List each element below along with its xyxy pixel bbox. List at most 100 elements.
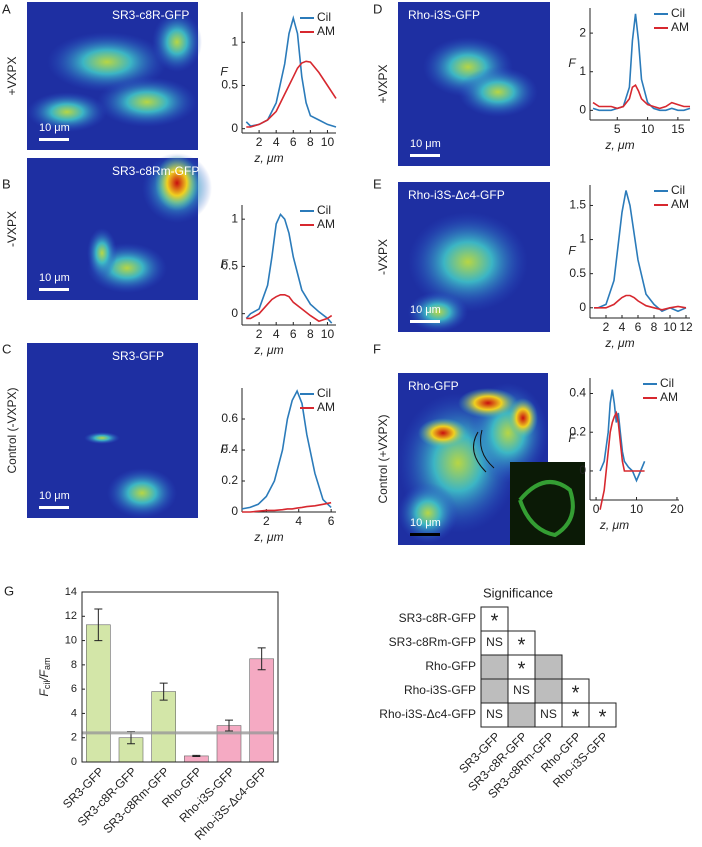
y-tick-label: 2 bbox=[71, 732, 77, 744]
row-label: Rho-i3S-GFP bbox=[404, 683, 476, 697]
y-tick-label: 12 bbox=[65, 610, 77, 622]
legend-label: Cil bbox=[671, 6, 685, 20]
x-tick-label: 10 bbox=[630, 502, 644, 516]
x-tick-label: 10 bbox=[321, 135, 335, 149]
y-tick-label: 4 bbox=[71, 707, 77, 719]
legend-label: AM bbox=[317, 217, 335, 231]
x-tick-label: 2 bbox=[263, 514, 270, 528]
x-tick-label: 20 bbox=[670, 502, 684, 516]
cell-signal bbox=[87, 228, 117, 278]
cell-signal bbox=[398, 483, 458, 543]
condition-label: +VXPX bbox=[5, 56, 19, 95]
scale-bar bbox=[410, 533, 440, 536]
x-axis-label: z, μm bbox=[253, 151, 283, 165]
bar bbox=[151, 691, 176, 763]
error-bar bbox=[192, 754, 201, 758]
scale-bar bbox=[39, 506, 69, 509]
inset-signal bbox=[518, 480, 575, 538]
cell bbox=[480, 702, 509, 728]
cell-value: NS bbox=[486, 635, 503, 649]
cell-signal bbox=[47, 32, 167, 92]
series-line bbox=[246, 60, 337, 128]
y-tick-label: 0.4 bbox=[221, 442, 238, 456]
y-tick-label: 0 bbox=[579, 463, 586, 477]
image-label: Rho-i3S-GFP bbox=[408, 8, 480, 22]
y-tick-label: 0 bbox=[71, 756, 77, 768]
cell-signal bbox=[408, 212, 528, 312]
y-tick-label: 0 bbox=[579, 300, 586, 314]
cell-value: NS bbox=[540, 707, 557, 721]
legend-label: AM bbox=[660, 390, 678, 404]
x-tick-label: 10 bbox=[663, 320, 677, 334]
x-tick-label: 10 bbox=[641, 122, 655, 136]
error-bar bbox=[257, 647, 266, 671]
y-tick-label: 0.4 bbox=[569, 386, 586, 400]
scale-bar bbox=[39, 288, 69, 291]
cell-value: NS bbox=[486, 707, 503, 721]
condition-label: +VXPX bbox=[376, 64, 390, 103]
scale-bar-label: 10 μm bbox=[39, 490, 70, 502]
cell bbox=[480, 654, 509, 680]
x-tick-label: 15 bbox=[671, 122, 685, 136]
cell bbox=[534, 654, 563, 680]
x-tick-label: 4 bbox=[619, 320, 626, 334]
y-axis-label: F bbox=[220, 257, 228, 271]
y-tick-label: 1 bbox=[579, 232, 586, 246]
cell bbox=[480, 630, 509, 656]
x-tick-label: 2 bbox=[256, 135, 263, 149]
y-tick-label: 0 bbox=[231, 504, 238, 518]
table-title: Significance bbox=[483, 585, 553, 600]
y-axis-label-part: /F bbox=[37, 669, 51, 681]
cell-value: * bbox=[518, 634, 526, 656]
plot-frame bbox=[81, 591, 279, 763]
image-label: SR3-GFP bbox=[112, 349, 164, 363]
condition-label: Control (-VXPX) bbox=[5, 387, 19, 473]
x-tick-label: 8 bbox=[307, 135, 314, 149]
cell bbox=[561, 702, 590, 728]
series-line bbox=[242, 501, 332, 513]
panel-letter: A bbox=[2, 1, 11, 16]
legend-label: Cil bbox=[660, 376, 674, 390]
x-tick-label: 2 bbox=[603, 320, 610, 334]
scale-bar-label: 10 μm bbox=[39, 122, 70, 134]
scale-bar-label: 10 μm bbox=[410, 138, 441, 150]
cell-value: * bbox=[599, 706, 607, 728]
hot-signal bbox=[458, 388, 518, 418]
cell bbox=[534, 678, 563, 704]
panel-letter: F bbox=[373, 341, 381, 356]
y-tick-label: 0.2 bbox=[569, 424, 586, 438]
series-line bbox=[599, 389, 646, 483]
y-axis-label-part: F bbox=[37, 689, 51, 697]
cell bbox=[507, 654, 536, 680]
y-tick-label: 0.6 bbox=[221, 411, 238, 425]
series-line bbox=[594, 294, 687, 311]
x-tick-label: 0 bbox=[593, 502, 600, 516]
cell-value: * bbox=[491, 610, 499, 632]
condition-label: -VXPX bbox=[376, 239, 390, 275]
x-tick-label: 8 bbox=[307, 327, 314, 341]
y-axis-label-part: cil bbox=[42, 681, 52, 690]
error-bar bbox=[225, 719, 233, 732]
x-tick-label: 6 bbox=[328, 514, 335, 528]
y-axis-label: F bbox=[220, 442, 228, 456]
panel-letter: G bbox=[4, 583, 14, 598]
row-label: Rho-i3S-Δc4-GFP bbox=[379, 707, 476, 721]
x-tick-label: 4 bbox=[273, 327, 280, 341]
legend-label: AM bbox=[317, 400, 335, 414]
y-axis-label: F bbox=[220, 65, 228, 79]
scale-bar bbox=[410, 154, 440, 157]
y-axis-label-part: am bbox=[42, 657, 52, 670]
series-line bbox=[245, 212, 333, 324]
cell-signal bbox=[97, 77, 197, 127]
trace bbox=[473, 429, 495, 473]
cell-value: * bbox=[572, 706, 580, 728]
condition-label: Control (+VXPX) bbox=[376, 414, 390, 503]
row-label: SR3-c8R-GFP bbox=[399, 611, 476, 625]
y-tick-label: 14 bbox=[65, 586, 77, 598]
hot-signal bbox=[508, 398, 538, 438]
x-tick-label: 4 bbox=[295, 514, 302, 528]
image-label: SR3-c8Rm-GFP bbox=[112, 164, 199, 178]
x-axis-label: z, μm bbox=[604, 138, 634, 152]
x-tick-label: 6 bbox=[290, 327, 297, 341]
